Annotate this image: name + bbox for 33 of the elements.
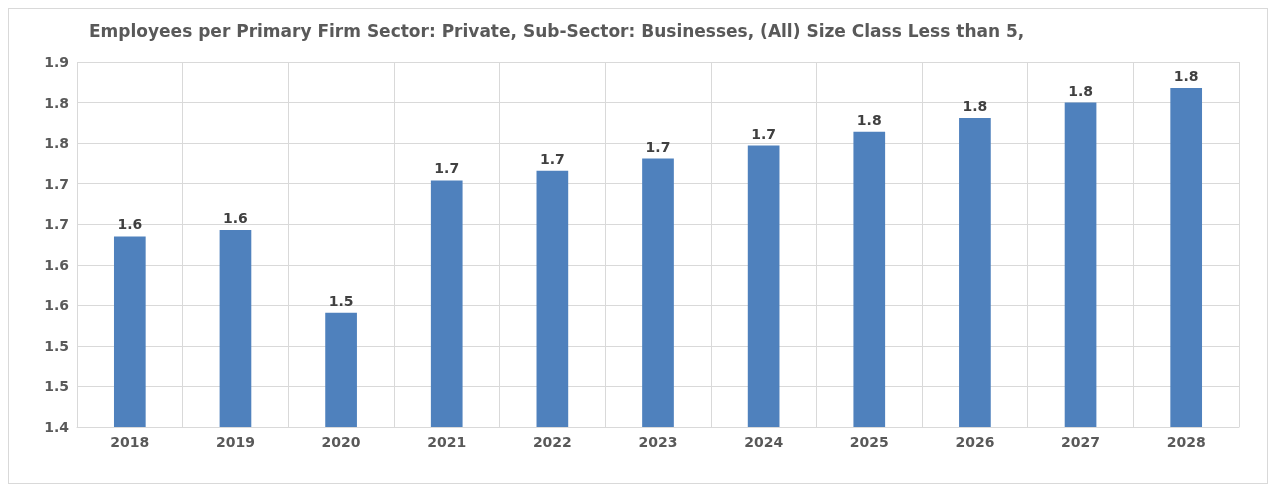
x-tick-label: 2022	[532, 434, 572, 450]
y-tick-label: 1.5	[44, 378, 69, 395]
y-tick-label: 1.8	[44, 135, 69, 152]
data-label: 1.8	[1068, 82, 1093, 99]
x-tick-label: 2020	[321, 434, 361, 450]
y-tick-label: 1.8	[44, 94, 69, 111]
x-tick-label: 2018	[110, 434, 150, 450]
data-label: 1.7	[645, 138, 671, 155]
x-tick-label: 2026	[955, 434, 995, 450]
chart-title: Employees per Primary Firm Sector: Private, Sub-Sector: Businesses, (All) Size Class Less than 5,	[89, 20, 1025, 41]
y-tick-label: 1.6	[44, 256, 69, 273]
data-label: 1.8	[856, 111, 882, 128]
data-label: 1.6	[117, 216, 143, 233]
x-tick-label: 2019	[215, 434, 255, 450]
y-tick-label: 1.6	[44, 297, 69, 314]
data-label: 1.6	[223, 209, 248, 226]
data-label: 1.7	[751, 125, 777, 142]
y-tick-label: 1.9	[44, 54, 69, 70]
y-tick-label: 1.4	[44, 419, 70, 435]
y-tick-label: 1.7	[44, 175, 69, 192]
data-label: 1.5	[328, 292, 354, 309]
x-tick-label: 2023	[638, 434, 678, 450]
x-tick-label: 2028	[1166, 434, 1206, 450]
data-label: 1.7	[434, 160, 460, 177]
x-tick-label: 2025	[849, 434, 889, 450]
data-label: 1.8	[1173, 67, 1199, 84]
x-tick-label: 2024	[744, 434, 784, 450]
data-label: 1.8	[962, 97, 988, 114]
x-tick-label: 2021	[427, 434, 467, 450]
y-tick-label: 1.5	[44, 337, 69, 354]
x-tick-label: 2027	[1061, 434, 1101, 450]
y-tick-label: 1.7	[44, 216, 69, 233]
data-label: 1.7	[539, 150, 565, 167]
